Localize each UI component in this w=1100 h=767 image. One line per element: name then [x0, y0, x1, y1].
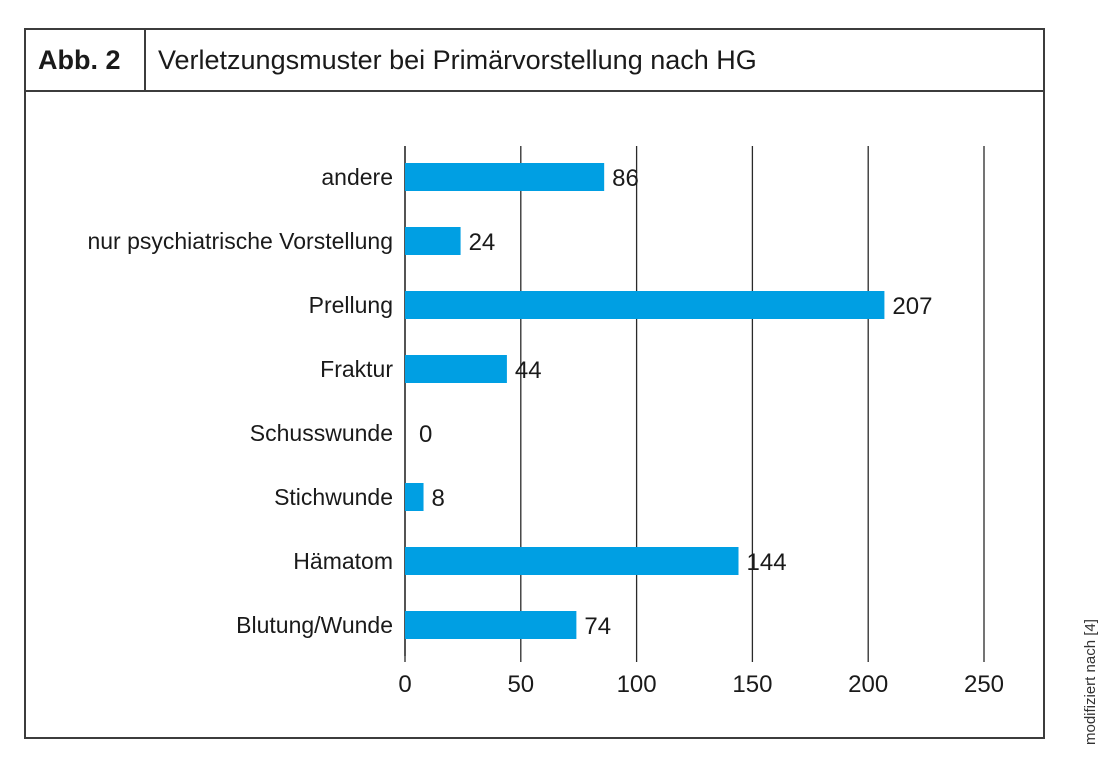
category-label: Blutung/Wunde: [236, 612, 393, 638]
category-label: Hämatom: [293, 548, 393, 574]
category-label: andere: [321, 164, 393, 190]
data-label: 74: [584, 613, 611, 640]
x-tick-label: 200: [848, 671, 888, 698]
bar: [405, 355, 507, 383]
bar: [405, 611, 577, 639]
source-note: modifiziert nach [4]: [1082, 619, 1099, 745]
x-tick-label: 50: [507, 671, 534, 698]
bar: [405, 547, 739, 575]
data-label: 86: [612, 165, 639, 192]
data-label: 207: [892, 293, 932, 320]
data-label: 144: [747, 549, 787, 576]
figure-frame: Abb. 2 Verletzungsmuster bei Primärvorst…: [24, 28, 1045, 739]
bar: [405, 291, 885, 319]
data-label: 24: [469, 229, 496, 256]
category-label: Fraktur: [320, 356, 393, 382]
data-label: 0: [419, 421, 432, 448]
x-tick-label: 100: [617, 671, 657, 698]
category-label: Schusswunde: [250, 420, 393, 446]
bar: [405, 163, 605, 191]
figure-title: Verletzungsmuster bei Primärvorstellung …: [158, 45, 757, 75]
x-tick-label: 150: [732, 671, 772, 698]
figure-header: Abb. 2 Verletzungsmuster bei Primärvorst…: [26, 30, 1043, 92]
data-label: 44: [515, 357, 542, 384]
category-label: Stichwunde: [274, 484, 393, 510]
category-label: nur psychiatrische Vorstellung: [87, 228, 393, 254]
data-label: 8: [432, 485, 445, 512]
x-tick-label: 250: [964, 671, 1004, 698]
x-tick-label: 0: [398, 671, 411, 698]
figure-label: Abb. 2: [26, 30, 146, 90]
category-label: Prellung: [309, 292, 393, 318]
bar: [405, 483, 424, 511]
bar: [405, 227, 461, 255]
